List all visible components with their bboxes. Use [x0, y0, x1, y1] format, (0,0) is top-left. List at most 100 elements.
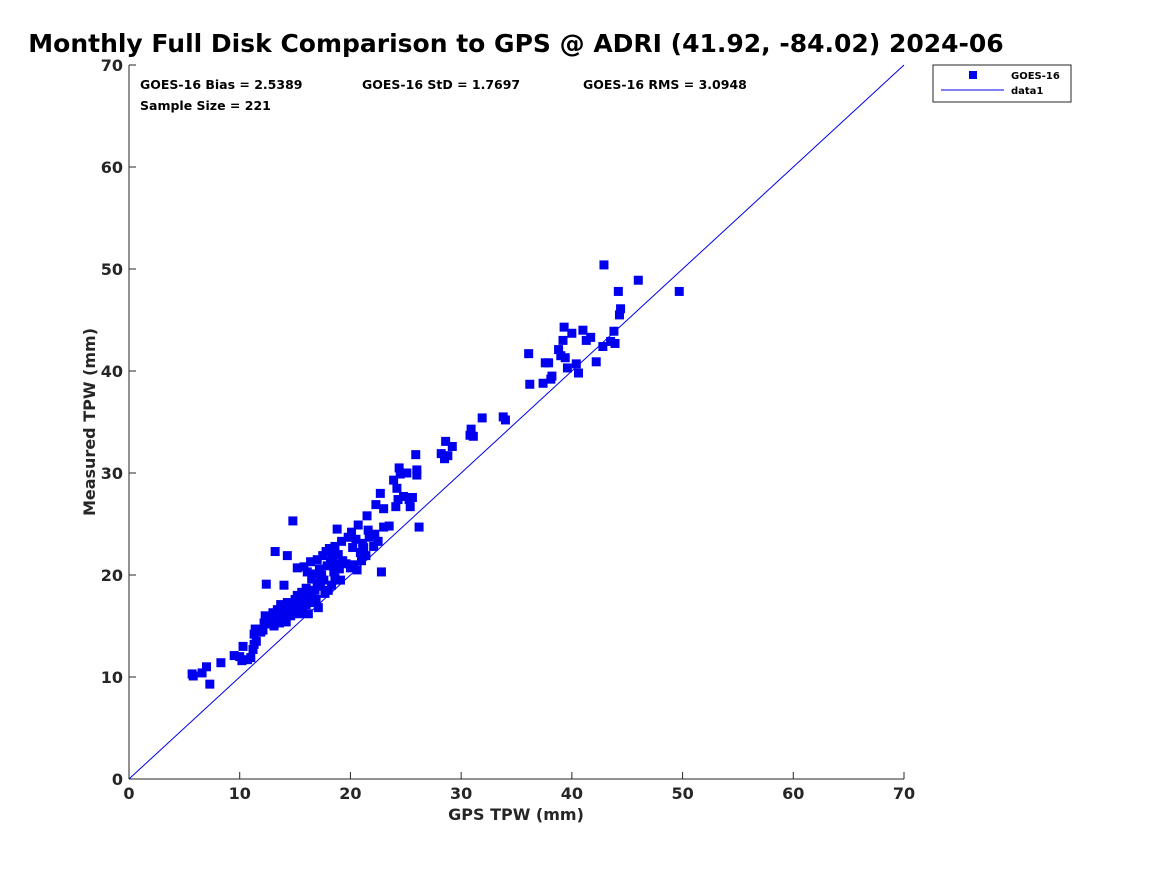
data-point — [251, 636, 261, 646]
data-point — [316, 581, 326, 591]
y-tick-label: 70 — [101, 56, 123, 75]
data-point — [331, 559, 341, 569]
data-point — [610, 338, 620, 348]
data-point — [307, 574, 317, 584]
data-point — [633, 275, 643, 285]
data-point — [574, 368, 583, 378]
data-point — [326, 556, 335, 566]
data-point — [359, 542, 369, 552]
data-point — [330, 541, 340, 551]
data-point — [343, 532, 353, 542]
y-axis-label: Measured TPW (mm) — [80, 328, 99, 516]
y-tick-label: 30 — [101, 464, 123, 483]
data-point — [250, 624, 260, 634]
data-point — [295, 609, 304, 619]
data-point — [407, 492, 417, 502]
data-point — [301, 583, 311, 593]
data-point — [333, 550, 343, 560]
data-point — [447, 441, 457, 451]
legend-label-goes16: GOES-16 — [1011, 71, 1060, 82]
data-point — [188, 671, 198, 681]
x-tick-label: 30 — [450, 784, 472, 803]
axis-ticks — [128, 64, 905, 780]
data-point — [443, 451, 453, 461]
data-point — [558, 335, 568, 345]
x-tick-label: 20 — [339, 784, 361, 803]
data-point — [674, 286, 684, 296]
data-point — [303, 609, 313, 619]
x-axis-label: GPS TPW (mm) — [448, 805, 584, 824]
data-point — [334, 564, 344, 574]
data-point — [379, 522, 389, 532]
data-point — [379, 504, 389, 514]
data-point — [332, 524, 342, 534]
data-point — [477, 413, 487, 423]
x-tick-label: 0 — [123, 784, 134, 803]
data-point — [363, 525, 373, 535]
data-point — [352, 565, 362, 575]
y-tick-label: 40 — [101, 362, 123, 381]
data-point — [524, 349, 534, 359]
data-point — [229, 651, 239, 661]
data-point — [361, 551, 371, 561]
data-point — [412, 470, 422, 480]
data-point — [292, 563, 302, 573]
y-tick-label: 20 — [101, 566, 123, 585]
sample-size-annotation: Sample Size = 221 — [140, 98, 271, 113]
data-point — [202, 662, 211, 672]
data-point — [337, 536, 347, 546]
data-point — [395, 469, 405, 479]
data-point — [578, 325, 588, 335]
series-goes16-points — [187, 260, 684, 689]
data-point — [559, 322, 569, 332]
data-point — [279, 580, 289, 590]
y-tick-label: 60 — [101, 158, 123, 177]
data-point — [328, 551, 338, 561]
data-point — [384, 521, 394, 531]
data-point — [281, 617, 291, 627]
data-point — [306, 557, 316, 567]
data-point — [349, 560, 359, 570]
data-point — [373, 536, 383, 546]
data-point — [265, 613, 275, 623]
data-point — [616, 304, 626, 314]
chart-title: Monthly Full Disk Comparison to GPS @ AD… — [28, 29, 1003, 58]
data-point — [393, 495, 403, 505]
legend-box — [932, 64, 1072, 103]
data-point — [197, 668, 207, 678]
data-point — [310, 585, 320, 595]
data-point — [347, 527, 357, 537]
data-point — [544, 358, 554, 368]
data-point — [370, 529, 380, 539]
data-point — [586, 332, 596, 342]
data-point — [355, 548, 365, 558]
data-point — [282, 598, 292, 608]
data-point — [276, 600, 286, 610]
series-data1-line — [128, 64, 905, 780]
data-point — [402, 468, 412, 478]
data-point — [299, 562, 309, 572]
data-point — [405, 502, 415, 512]
y-tick-label: 50 — [101, 260, 123, 279]
data-point — [394, 463, 404, 473]
data-point — [324, 543, 334, 553]
bias-annotation: GOES-16 Bias = 2.5389 — [140, 77, 302, 92]
data-point — [567, 328, 577, 338]
data-point — [270, 547, 280, 557]
data-point — [412, 465, 422, 475]
data-point — [248, 644, 258, 654]
data-point — [301, 600, 311, 610]
data-point — [246, 653, 256, 663]
data-point — [317, 570, 327, 580]
data-point — [554, 345, 564, 355]
data-point — [323, 585, 333, 595]
y-tick-label: 0 — [112, 770, 123, 789]
x-tick-label: 70 — [893, 784, 915, 803]
data-point — [249, 629, 259, 639]
data-point — [330, 573, 340, 583]
data-point — [613, 286, 623, 296]
data-point — [560, 353, 570, 363]
data-point — [205, 679, 215, 689]
data-point — [376, 567, 386, 577]
data-point — [375, 488, 385, 498]
